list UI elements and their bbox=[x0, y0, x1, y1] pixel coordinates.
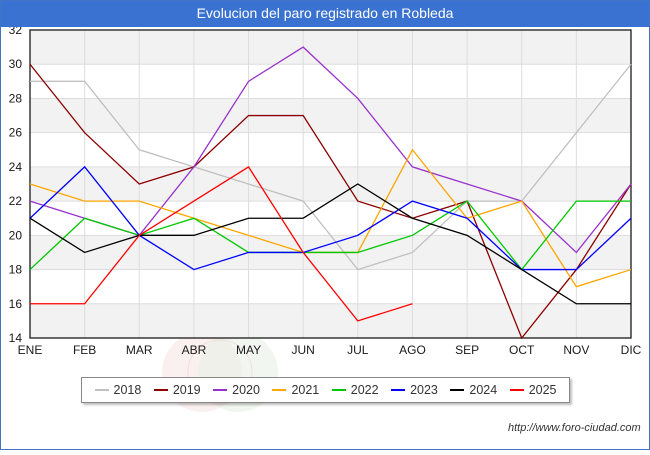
svg-text:JUN: JUN bbox=[292, 343, 315, 357]
svg-text:ENE: ENE bbox=[18, 343, 43, 357]
svg-text:OCT: OCT bbox=[509, 343, 535, 357]
svg-text:16: 16 bbox=[9, 297, 23, 311]
svg-text:18: 18 bbox=[9, 263, 23, 277]
svg-text:22: 22 bbox=[9, 194, 23, 208]
svg-text:NOV: NOV bbox=[563, 343, 589, 357]
svg-text:28: 28 bbox=[9, 91, 23, 105]
svg-text:MAY: MAY bbox=[236, 343, 261, 357]
svg-text:32: 32 bbox=[9, 27, 23, 37]
svg-text:MAR: MAR bbox=[126, 343, 153, 357]
svg-text:FEB: FEB bbox=[73, 343, 96, 357]
svg-text:20: 20 bbox=[9, 228, 23, 242]
svg-text:26: 26 bbox=[9, 126, 23, 140]
svg-text:30: 30 bbox=[9, 57, 23, 71]
svg-text:24: 24 bbox=[9, 160, 23, 174]
svg-text:AGO: AGO bbox=[399, 343, 426, 357]
svg-text:DIC: DIC bbox=[621, 343, 642, 357]
svg-text:JUL: JUL bbox=[347, 343, 369, 357]
svg-text:SEP: SEP bbox=[455, 343, 479, 357]
svg-text:ABR: ABR bbox=[182, 343, 207, 357]
